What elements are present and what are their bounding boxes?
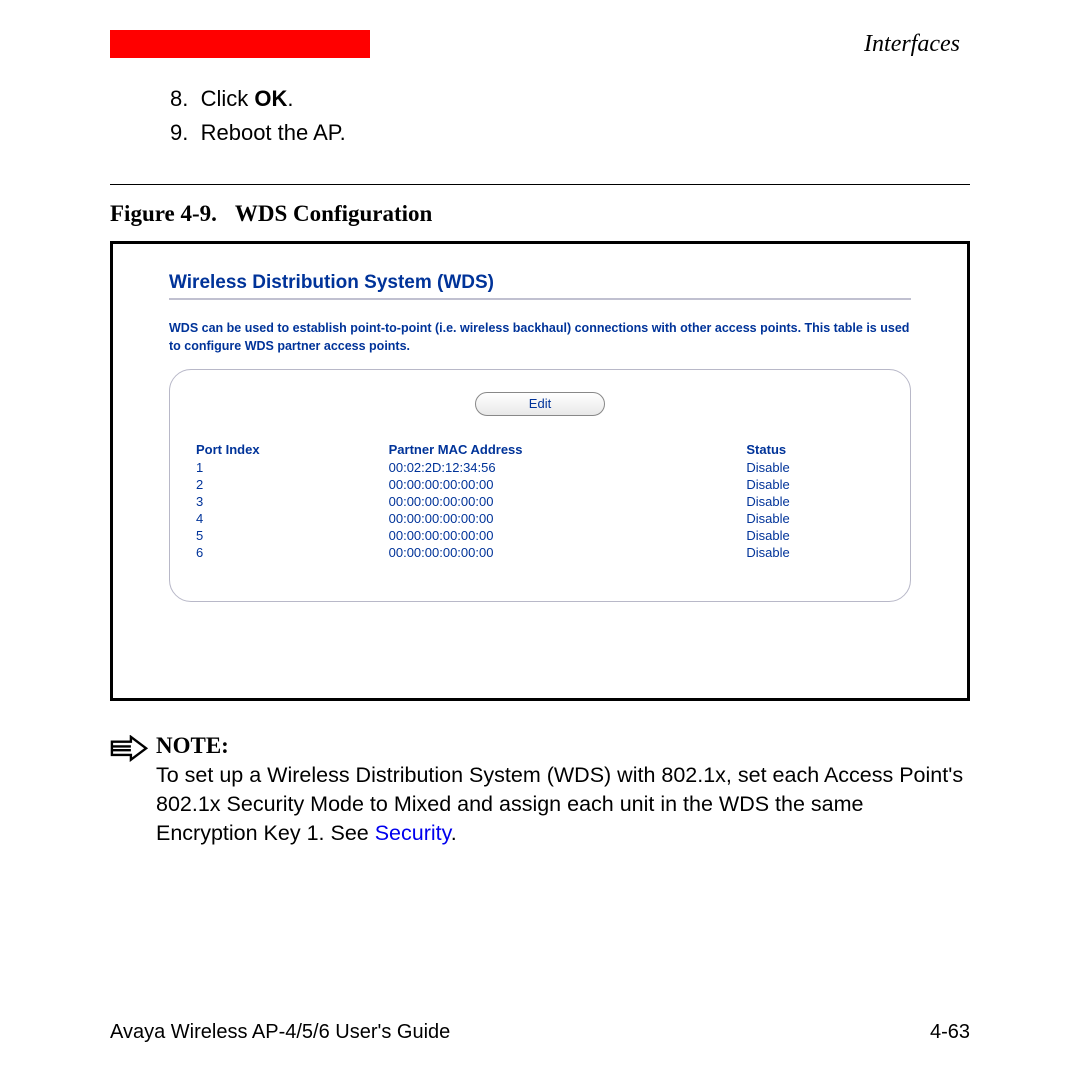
table-row: 400:00:00:00:00:00Disable	[196, 510, 884, 527]
security-link[interactable]: Security	[375, 821, 451, 845]
panel-title: Wireless Distribution System (WDS)	[169, 272, 911, 294]
wds-table: Port Index Partner MAC Address Status 10…	[196, 440, 884, 561]
wds-table-body: 100:02:2D:12:34:56Disable 200:00:00:00:0…	[196, 459, 884, 561]
cell-mac: 00:00:00:00:00:00	[389, 527, 747, 544]
cell-status: Disable	[746, 510, 884, 527]
cell-port: 3	[196, 493, 389, 510]
step-text-pre: Click	[201, 86, 255, 111]
table-row: 500:00:00:00:00:00Disable	[196, 527, 884, 544]
section-name: Interfaces	[864, 31, 970, 58]
table-header-row: Port Index Partner MAC Address Status	[196, 440, 884, 459]
cell-mac: 00:00:00:00:00:00	[389, 476, 747, 493]
note-text: To set up a Wireless Distribution System…	[156, 761, 970, 848]
wds-screenshot: Wireless Distribution System (WDS) WDS c…	[110, 241, 970, 701]
cell-port: 1	[196, 459, 389, 476]
cell-status: Disable	[746, 544, 884, 561]
table-row: 100:02:2D:12:34:56Disable	[196, 459, 884, 476]
note-text-post: .	[451, 821, 457, 845]
figure-caption: Figure 4-9. WDS Configuration	[110, 201, 970, 227]
footer-title: Avaya Wireless AP-4/5/6 User's Guide	[110, 1021, 450, 1044]
col-port-header: Port Index	[196, 440, 389, 459]
step-text-post: .	[287, 86, 293, 111]
panel-title-underline	[169, 298, 911, 300]
section-divider	[110, 184, 970, 185]
col-mac-header: Partner MAC Address	[389, 440, 747, 459]
cell-status: Disable	[746, 476, 884, 493]
cell-port: 2	[196, 476, 389, 493]
step-item: 9. Reboot the AP.	[170, 116, 970, 150]
cell-mac: 00:00:00:00:00:00	[389, 544, 747, 561]
step-number: 9.	[170, 120, 188, 145]
note-body: NOTE: To set up a Wireless Distribution …	[156, 733, 970, 848]
cell-mac: 00:00:00:00:00:00	[389, 493, 747, 510]
cell-status: Disable	[746, 459, 884, 476]
step-list: 8. Click OK. 9. Reboot the AP.	[170, 82, 970, 150]
table-row: 600:00:00:00:00:00Disable	[196, 544, 884, 561]
note-block: NOTE: To set up a Wireless Distribution …	[110, 733, 970, 848]
cell-status: Disable	[746, 493, 884, 510]
step-number: 8.	[170, 86, 188, 111]
table-row: 200:00:00:00:00:00Disable	[196, 476, 884, 493]
figure-title: WDS Configuration	[235, 201, 432, 226]
step-text-bold: OK	[254, 86, 287, 111]
cell-status: Disable	[746, 527, 884, 544]
cell-mac: 00:00:00:00:00:00	[389, 510, 747, 527]
cell-mac: 00:02:2D:12:34:56	[389, 459, 747, 476]
table-row: 300:00:00:00:00:00Disable	[196, 493, 884, 510]
panel-description: WDS can be used to establish point-to-po…	[169, 320, 911, 355]
note-heading: NOTE:	[156, 733, 970, 759]
step-text-pre: Reboot the AP.	[201, 120, 346, 145]
note-arrow-icon	[110, 735, 148, 762]
figure-number: Figure 4-9.	[110, 201, 217, 226]
step-item: 8. Click OK.	[170, 82, 970, 116]
note-text-pre: To set up a Wireless Distribution System…	[156, 763, 963, 845]
footer-page: 4-63	[930, 1021, 970, 1044]
edit-button[interactable]: Edit	[475, 392, 605, 416]
header-red-block	[110, 30, 370, 58]
cell-port: 6	[196, 544, 389, 561]
wds-table-container: Edit Port Index Partner MAC Address Stat…	[169, 369, 911, 602]
cell-port: 5	[196, 527, 389, 544]
edit-button-row: Edit	[196, 392, 884, 416]
page-header: Interfaces	[110, 30, 970, 58]
col-status-header: Status	[746, 440, 884, 459]
cell-port: 4	[196, 510, 389, 527]
page-footer: Avaya Wireless AP-4/5/6 User's Guide 4-6…	[110, 1021, 970, 1044]
